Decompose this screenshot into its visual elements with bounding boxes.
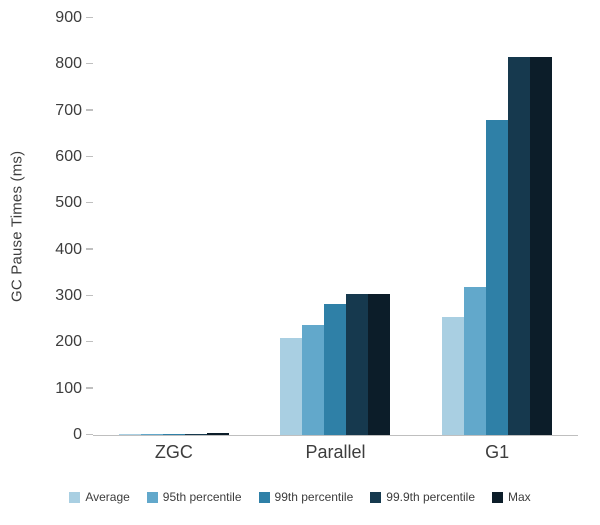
y-tick-mark [86,16,93,18]
bar-zgc-95th-percentile [140,434,163,435]
bar-g1-average [442,316,465,435]
bar-parallel-99-9th-percentile [346,293,369,435]
bar-zgc-average [118,434,141,435]
legend-swatch-icon [146,491,158,503]
y-tick-mark [86,340,93,343]
legend-label: 95th percentile [162,490,242,504]
y-tick-label: 500 [55,194,82,212]
y-tick-mark [86,294,93,296]
x-category-label-zgc: ZGC [154,442,193,462]
legend: Average 95th percentile 99th percentile 99.… [0,490,600,504]
x-axis: ZGC Parallel G1 [93,442,578,463]
y-tick-mark [86,248,93,250]
bar-parallel-95th-percentile [302,324,325,435]
y-tick-label: 300 [55,287,82,304]
legend-item-99th-percentile: 99th percentile [258,490,354,504]
y-tick-label: 0 [73,426,82,443]
legend-item-average: Average [69,490,130,504]
legend-label: 99.9th percentile [386,490,475,504]
x-category-label-g1: G1 [485,442,510,462]
y-axis-title: GC Pause Times (ms) [8,150,26,303]
legend-item-max: Max [492,490,531,504]
bar-group-g1 [442,57,553,435]
legend-label: Average [85,490,130,504]
legend-item-99-9th-percentile: 99.9th percentile [370,490,475,504]
bar-group-zgc [118,432,229,435]
y-tick-label: 700 [55,101,82,119]
y-tick-label: 800 [55,55,82,73]
bar-g1-95th-percentile [464,286,487,435]
y-tick-mark [86,155,93,157]
y-tick-label: 100 [55,379,82,397]
bar-parallel-average [280,337,303,435]
bar-parallel-max [368,293,391,435]
y-tick-mark [86,109,93,111]
y-tick-label: 200 [55,333,82,351]
legend-label: 99th percentile [274,490,354,504]
bar-group-parallel [280,293,391,435]
legend-label: Max [508,490,531,504]
y-tick-label: 400 [55,240,82,258]
y-axis: 0 100 200 300 400 500 600 700 800 900 [30,10,93,443]
y-tick-mark [86,62,93,65]
bar-g1-max [530,57,553,435]
y-tick-mark [86,387,93,389]
bar-parallel-99th-percentile [324,303,347,435]
bar-zgc-99-9th-percentile [184,433,207,435]
bar-zgc-99th-percentile [162,434,185,435]
bar-zgc-max [206,432,229,435]
y-tick-label: 600 [55,148,82,165]
legend-swatch-icon [258,491,270,503]
legend-swatch-icon [492,491,503,503]
y-tick-label: 900 [55,9,82,26]
bar-g1-99-9th-percentile [508,57,531,435]
legend-swatch-icon [69,491,81,503]
y-tick-mark [86,201,93,204]
x-category-label-parallel: Parallel [305,442,366,462]
plot-area [93,18,578,436]
y-tick-mark [86,433,93,435]
bar-g1-99th-percentile [486,119,509,435]
legend-item-95th-percentile: 95th percentile [146,490,242,504]
legend-swatch-icon [370,491,382,503]
